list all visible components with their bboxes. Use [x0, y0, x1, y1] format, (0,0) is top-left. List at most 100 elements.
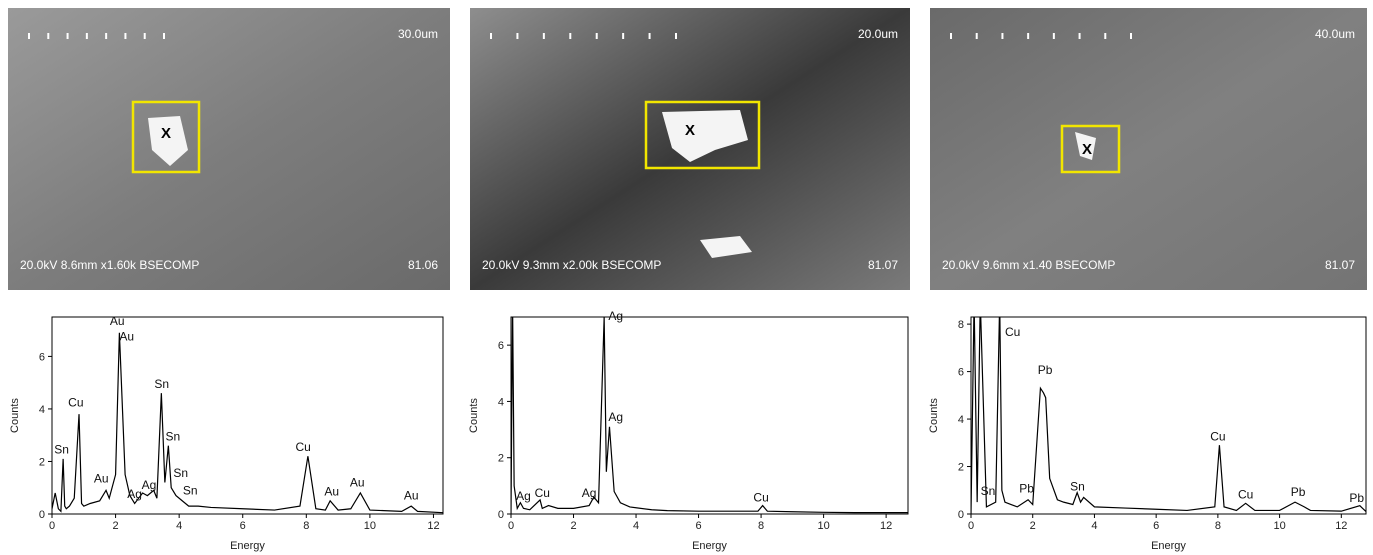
scale-bar-tick [595, 33, 598, 39]
region-marker: X [161, 125, 171, 142]
scale-bar-tick [975, 33, 978, 39]
scale-bar-tick [85, 33, 88, 39]
peak-label: Sn [183, 483, 198, 497]
scale-bar-tick [569, 33, 572, 39]
scale-bar-tick [1052, 33, 1055, 39]
peak-label: Ag [127, 487, 142, 501]
scale-bar-tick [1130, 33, 1132, 39]
x-tick-label: 2 [570, 520, 576, 532]
peak-label: Pb [1019, 482, 1034, 496]
y-tick-label: 4 [39, 404, 45, 416]
scale-bar-tick [622, 33, 625, 39]
peak-label: Sn [154, 377, 169, 391]
scale-bar-tick [648, 33, 651, 39]
x-tick-label: 8 [1215, 520, 1221, 532]
peak-label: Cu [753, 490, 768, 504]
x-tick-label: 8 [758, 520, 764, 532]
x-tick-label: 0 [508, 520, 514, 532]
scale-bar-tick [47, 33, 50, 39]
bright-phase [662, 110, 752, 258]
x-tick-label: 0 [49, 520, 55, 532]
image-info: 20.0kV 8.6mm x1.60k BSECOMP [20, 258, 199, 272]
x-tick-label: 12 [1335, 520, 1347, 532]
scale-label: 40.0um [1315, 27, 1355, 41]
sem-image [8, 8, 450, 290]
scale-bar-tick [490, 33, 492, 39]
scale-bar-tick [66, 33, 69, 39]
scale-bar-tick [124, 33, 127, 39]
y-axis-title: Counts [928, 398, 940, 433]
peak-label: Ag [608, 410, 623, 424]
x-tick-label: 12 [427, 520, 439, 532]
x-axis-title: Energy [692, 540, 727, 552]
peak-label: Cu [295, 440, 310, 454]
peak-label: Cu [68, 395, 83, 409]
region-marker: X [685, 122, 695, 139]
sem-image [930, 8, 1367, 290]
peak-label: Cu [1238, 488, 1253, 502]
y-tick-label: 2 [498, 453, 504, 465]
scale-bar-tick [1104, 33, 1107, 39]
spectrum-line [971, 317, 1366, 514]
x-tick-label: 6 [1153, 520, 1159, 532]
peak-label: Ag [582, 486, 597, 500]
y-tick-label: 2 [39, 456, 45, 468]
y-axis-title: Counts [468, 398, 480, 433]
scale-label: 20.0um [858, 27, 898, 41]
plot-frame [510, 316, 909, 515]
image-number: 81.06 [408, 258, 438, 272]
peak-label: Ag [516, 489, 531, 503]
peak-label: Sn [1070, 479, 1085, 493]
region-box [1060, 124, 1121, 174]
scale-bar-tick [1027, 33, 1030, 39]
y-tick-label: 0 [39, 509, 45, 521]
x-tick-label: 6 [240, 520, 246, 532]
scale-bar-tick [950, 33, 952, 39]
image-info: 20.0kV 9.6mm x1.40 BSECOMP [942, 258, 1115, 272]
x-tick-label: 2 [1030, 520, 1036, 532]
spectrum-line [52, 332, 443, 514]
y-tick-label: 6 [39, 351, 45, 363]
peak-label: Cu [1005, 325, 1020, 339]
peak-label: Ag [608, 309, 623, 323]
x-tick-label: 10 [364, 520, 376, 532]
y-tick-label: 6 [498, 340, 504, 352]
peak-label: Sn [981, 484, 996, 498]
peak-label: Pb [1038, 363, 1053, 377]
peak-label: Sn [165, 429, 180, 443]
peak-label: Au [324, 485, 339, 499]
plot-frame [970, 316, 1367, 515]
y-tick-label: 4 [498, 396, 504, 408]
peak-label: Sn [173, 466, 188, 480]
plot-area [52, 332, 443, 514]
y-tick-label: 6 [958, 367, 964, 379]
bright-phase [1075, 132, 1096, 160]
x-axis-title: Energy [1151, 540, 1186, 552]
y-tick-label: 2 [958, 462, 964, 474]
y-tick-label: 4 [958, 414, 964, 426]
x-tick-label: 12 [880, 520, 892, 532]
peak-label: Au [404, 489, 419, 503]
image-info: 20.0kV 9.3mm x2.00k BSECOMP [482, 258, 661, 272]
scale-bar-tick [143, 33, 146, 39]
y-tick-label: 0 [498, 509, 504, 521]
x-tick-label: 10 [817, 520, 829, 532]
x-tick-label: 0 [968, 520, 974, 532]
scale-bar-tick [105, 33, 108, 39]
x-tick-label: 10 [1273, 520, 1285, 532]
peak-label: Ag [142, 478, 157, 492]
peak-label: Au [350, 475, 365, 489]
y-tick-label: 0 [958, 509, 964, 521]
x-tick-label: 6 [695, 520, 701, 532]
plot-frame [51, 316, 444, 515]
region-box [644, 100, 761, 170]
x-tick-label: 4 [1091, 520, 1097, 532]
image-number: 81.07 [868, 258, 898, 272]
peak-label: Au [119, 330, 134, 344]
peak-label: Au [110, 314, 125, 328]
peak-label: Sn [54, 443, 69, 457]
x-tick-label: 4 [176, 520, 182, 532]
x-axis-title: Energy [230, 540, 265, 552]
scale-bar-tick [1001, 33, 1004, 39]
